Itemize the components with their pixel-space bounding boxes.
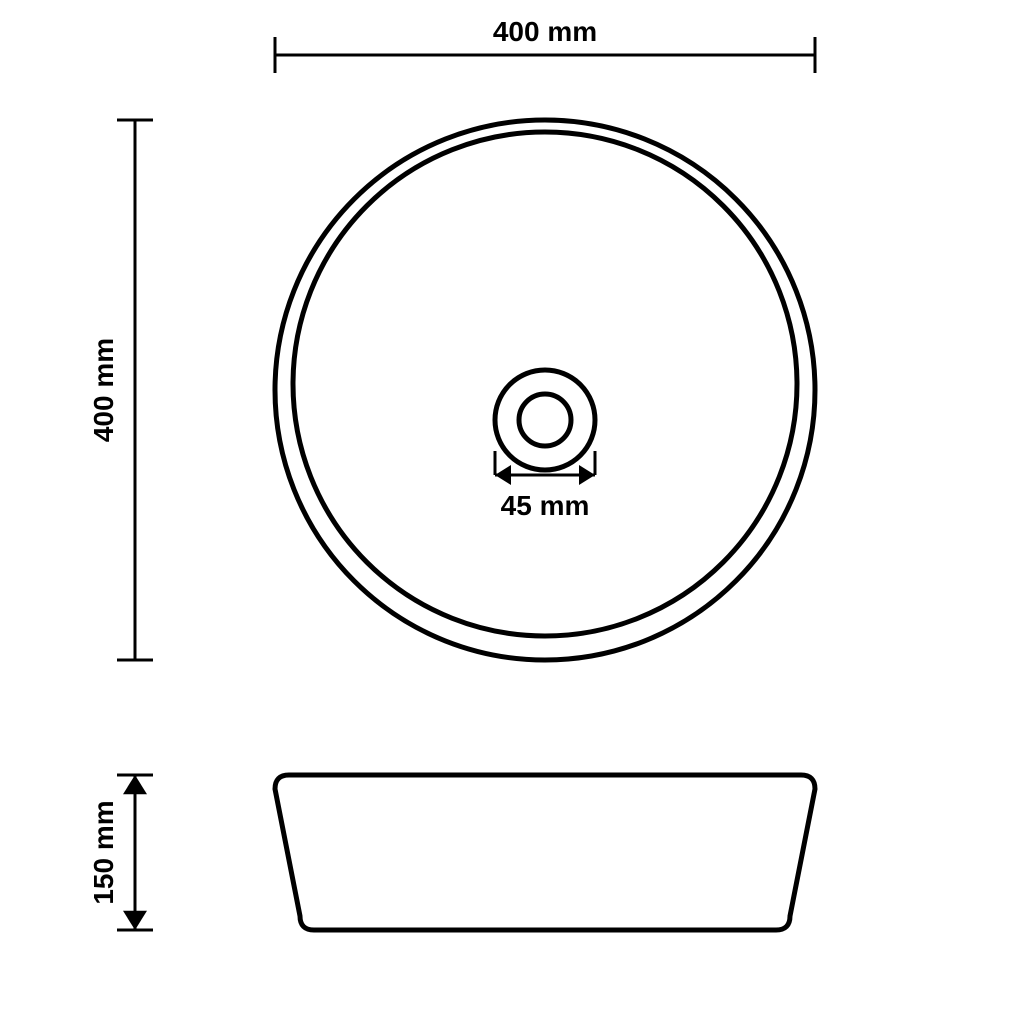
dim-sideheight-arrow-top <box>123 775 147 794</box>
side-view <box>275 775 815 930</box>
dim-width-label: 400 mm <box>493 16 597 47</box>
dimensions: 400 mm 400 mm 45 mm 150 mm <box>88 16 815 930</box>
basin-inner-rim <box>293 132 797 636</box>
top-view <box>275 120 815 660</box>
dim-sideheight-arrow-bottom <box>123 911 147 930</box>
basin-side-profile <box>275 775 815 930</box>
dim-height-label: 400 mm <box>88 338 119 442</box>
drain-outer-circle <box>495 370 595 470</box>
dim-sideheight-label: 150 mm <box>88 800 119 904</box>
drain-inner-circle <box>519 394 571 446</box>
dim-drain-label: 45 mm <box>501 490 590 521</box>
dim-drain-arrow-left <box>495 465 511 485</box>
basin-outer-circle <box>275 120 815 660</box>
dim-drain-arrow-right <box>579 465 595 485</box>
